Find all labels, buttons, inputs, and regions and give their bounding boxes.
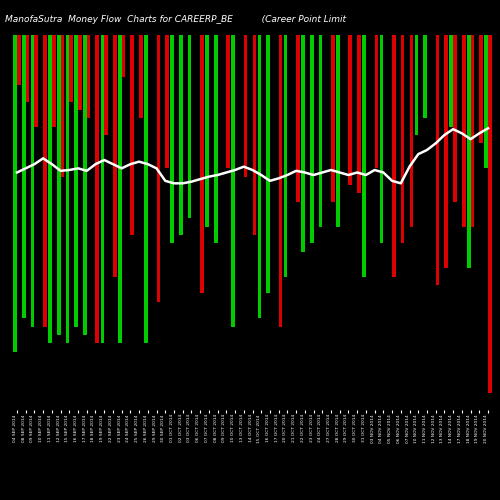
Bar	[480, 35, 483, 144]
Bar	[52, 35, 56, 126]
Bar	[22, 35, 26, 318]
Bar	[70, 35, 73, 102]
Bar	[17, 35, 20, 85]
Bar	[156, 35, 160, 301]
Bar	[470, 35, 474, 226]
Bar	[357, 35, 361, 194]
Bar	[462, 35, 466, 226]
Bar	[410, 35, 413, 226]
Bar	[296, 35, 300, 202]
Bar	[348, 35, 352, 185]
Bar	[104, 35, 108, 135]
Bar	[484, 35, 488, 168]
Bar	[113, 35, 116, 276]
Bar	[83, 35, 87, 335]
Bar	[43, 35, 47, 326]
Bar	[232, 35, 235, 326]
Bar	[244, 35, 248, 176]
Bar	[166, 35, 169, 168]
Bar	[266, 35, 270, 293]
Bar	[392, 35, 396, 276]
Bar	[179, 35, 182, 235]
Bar	[57, 35, 60, 335]
Bar	[258, 35, 261, 318]
Bar	[96, 35, 99, 344]
Bar	[318, 35, 322, 226]
Bar	[200, 35, 204, 293]
Bar	[380, 35, 384, 244]
Bar	[414, 35, 418, 135]
Bar	[26, 35, 30, 102]
Bar	[374, 35, 378, 168]
Bar	[14, 35, 17, 352]
Bar	[362, 35, 366, 276]
Bar	[252, 35, 256, 235]
Bar	[60, 35, 64, 176]
Bar	[100, 35, 104, 344]
Bar	[214, 35, 218, 244]
Bar	[34, 35, 38, 126]
Bar	[401, 35, 404, 244]
Bar	[278, 35, 282, 326]
Bar	[122, 35, 126, 76]
Bar	[488, 35, 492, 394]
Bar	[144, 35, 148, 344]
Bar	[284, 35, 288, 276]
Bar	[139, 35, 143, 118]
Bar	[336, 35, 340, 226]
Bar	[130, 35, 134, 235]
Bar	[87, 35, 90, 118]
Bar	[310, 35, 314, 244]
Bar	[424, 35, 427, 118]
Bar	[226, 35, 230, 168]
Bar	[436, 35, 440, 285]
Bar	[467, 35, 470, 268]
Bar	[66, 35, 70, 344]
Bar	[48, 35, 52, 344]
Bar	[444, 35, 448, 268]
Bar	[450, 35, 453, 126]
Bar	[453, 35, 457, 202]
Text: ManofaSutra  Money Flow  Charts for CAREERP_BE          (Career Point Limit: ManofaSutra Money Flow Charts for CAREER…	[5, 15, 346, 24]
Bar	[74, 35, 78, 326]
Bar	[301, 35, 305, 252]
Bar	[205, 35, 209, 226]
Bar	[331, 35, 334, 202]
Bar	[31, 35, 34, 326]
Bar	[118, 35, 122, 344]
Bar	[188, 35, 192, 218]
Bar	[170, 35, 174, 244]
Bar	[78, 35, 82, 110]
